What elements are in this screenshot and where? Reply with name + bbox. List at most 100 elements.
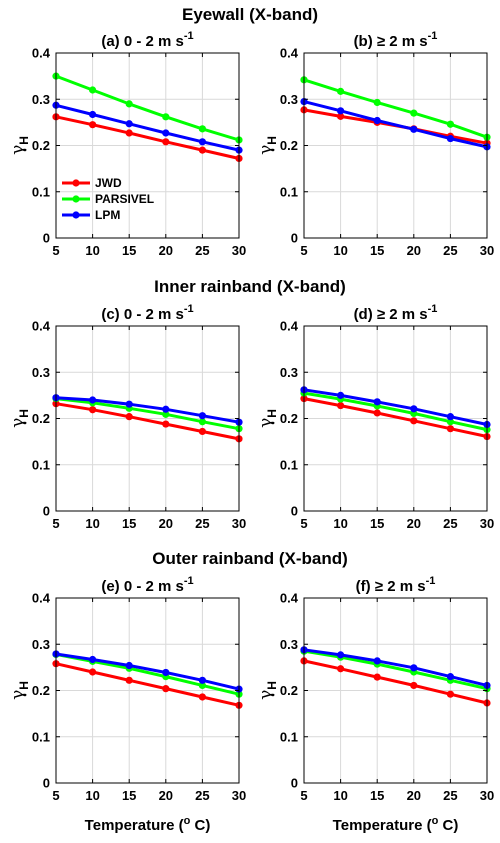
x-tick-label: 10 [333,516,347,531]
series-line-lpm [303,648,488,687]
x-axis-label-text: Temperature ( [333,817,432,834]
x-tick-label: 15 [122,788,136,803]
y-tick-label: 0 [43,504,50,519]
y-axis-label-subscript: H [17,136,31,145]
panel-title-superscript: -1 [428,30,438,42]
x-axis-label: Temperature (o C) [333,815,459,834]
row-title-inner-rainband: Inner rainband (X-band) [154,277,346,296]
panel-title-superscript: -1 [184,30,194,42]
data-point-lpm [198,412,206,420]
x-tick-label: 5 [300,788,307,803]
data-point-parsivel [410,109,418,117]
x-tick-label: 15 [122,243,136,258]
series-line-parsivel [303,649,488,691]
data-point-lpm [446,134,454,143]
row-title-eyewall: Eyewall (X-band) [182,5,318,24]
legend-entry-lpm: LPM [62,208,120,222]
x-tick-label: 10 [85,516,99,531]
x-tick-label: 15 [122,516,136,531]
y-tick-label: 0.2 [280,683,298,698]
panel-title-superscript: -1 [184,575,194,587]
data-point-jwd [337,112,345,120]
y-tick-label: 0.4 [32,591,51,606]
x-tick-label: 25 [443,788,457,803]
y-axis-label: γH [8,409,31,428]
legend-swatch-marker [72,179,80,187]
y-tick-label: 0.1 [280,457,298,472]
data-point-lpm [410,664,418,672]
data-point-lpm [373,657,381,665]
y-tick-label: 0 [291,776,298,791]
x-tick-label: 25 [195,788,209,803]
y-axis-label: γH [256,409,279,428]
data-point-lpm [373,398,381,406]
legend-label: PARSIVEL [95,192,154,206]
data-point-lpm [162,129,170,137]
legend-label: JWD [95,176,122,190]
panel-title-text: (d) ≥ 2 m s [354,306,428,323]
panel-title-superscript: -1 [426,575,436,587]
panel-title-a: (a) 0 - 2 m s-1 [101,30,193,50]
y-tick-label: 0.4 [280,319,299,334]
series-line-parsivel [55,397,240,431]
series-line-jwd [55,662,240,707]
panel-title-text: (a) 0 - 2 m s [101,33,184,50]
data-point-lpm [125,120,133,128]
y-tick-label: 0.1 [32,457,50,472]
data-point-jwd [446,690,454,698]
data-point-jwd [125,676,133,684]
panel-title-text: (c) 0 - 2 m s [101,306,184,323]
panel-a: 5 10 15 20 25 30 0 0.1 0.2 0.3 0.4 (a) 0 - 2 m s-1 γ… [8,30,246,258]
series-line-jwd [303,659,488,705]
y-tick-label: 0.4 [32,46,51,61]
y-tick-label: 0.4 [280,46,299,61]
y-tick-label: 0.2 [32,138,50,153]
legend-entry-jwd: JWD [62,176,122,190]
data-point-jwd [89,406,97,414]
data-point-jwd [125,413,133,421]
data-point-lpm [446,413,454,421]
y-axis-label-subscript: H [17,409,31,418]
x-tick-label: 25 [443,516,457,531]
y-tick-label: 0.3 [32,637,50,652]
x-tick-label: 25 [443,243,457,258]
panel-e: 5 10 15 20 25 30 0 0.1 0.2 0.3 0.4 (e) 0 - 2 m s-1 γ… [8,575,246,834]
panel-title-superscript: -1 [184,303,194,315]
x-tick-label: 15 [370,243,384,258]
x-axis-label: Temperature (o C) [85,815,211,834]
data-point-parsivel [198,418,206,426]
data-point-lpm [198,138,206,146]
y-tick-label: 0.3 [280,365,298,380]
panel-title-superscript: -1 [428,303,438,315]
y-tick-label: 0.3 [280,92,298,107]
legend-swatch-marker [72,211,80,219]
series-line-parsivel [303,391,488,432]
data-point-lpm [89,110,97,119]
y-axis-label-symbol: γ [8,690,28,700]
y-tick-label: 0.3 [32,365,50,380]
data-point-parsivel [198,681,206,690]
y-axis-label-subscript: H [17,681,31,690]
data-point-jwd [446,425,454,433]
x-tick-label: 30 [232,788,246,803]
data-point-jwd [162,685,170,693]
data-point-jwd [162,420,170,428]
series-line-parsivel [303,78,488,139]
series-line-lpm [55,396,240,424]
y-axis-label: γH [256,136,279,155]
x-tick-label: 25 [195,243,209,258]
series-line-parsivel [55,652,240,696]
y-axis-label-subscript: H [265,681,279,690]
series-line-parsivel [55,74,240,142]
data-point-lpm [162,405,170,413]
legend-swatch-marker [72,195,80,203]
data-point-parsivel [162,410,170,418]
y-tick-label: 0.2 [280,411,298,426]
y-tick-label: 0.4 [32,319,51,334]
x-tick-label: 15 [370,516,384,531]
data-point-parsivel [446,418,454,426]
y-tick-label: 0.3 [280,637,298,652]
x-tick-label: 5 [52,243,59,258]
y-tick-label: 0 [43,776,50,791]
